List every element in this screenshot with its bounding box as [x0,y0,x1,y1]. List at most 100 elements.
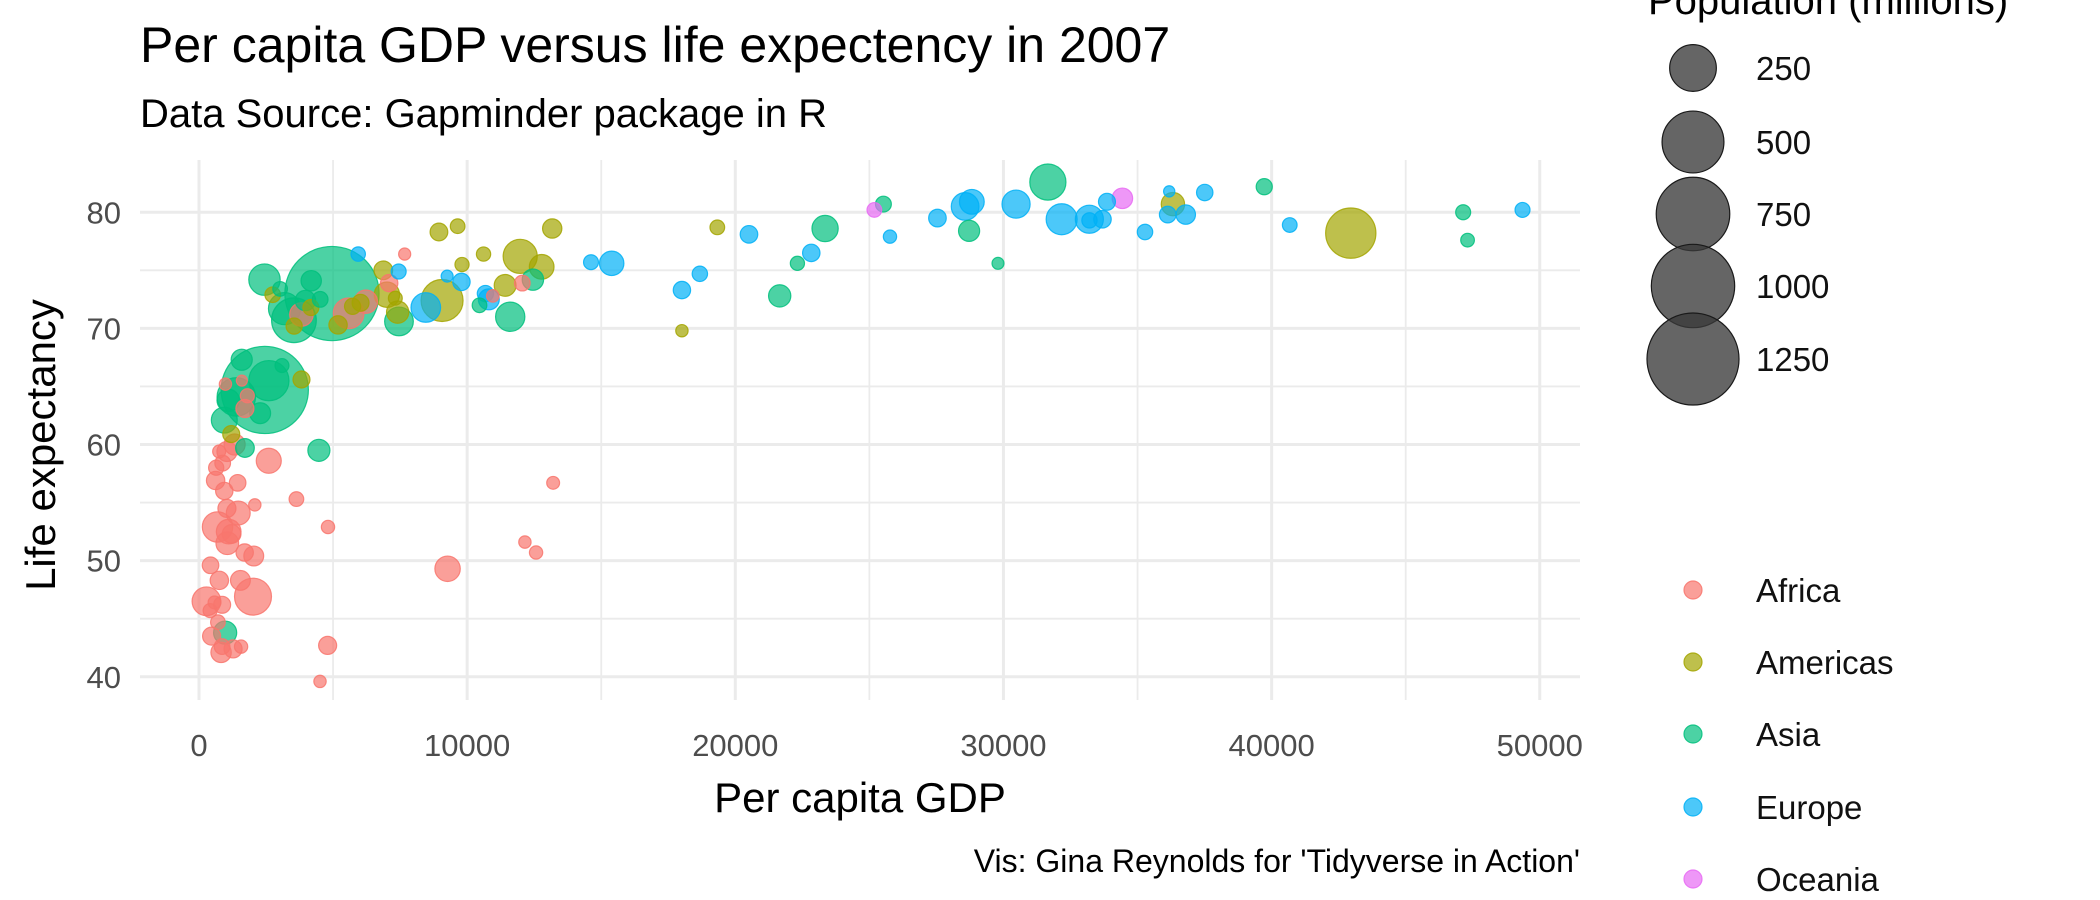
data-point-africa [235,374,248,387]
data-point-africa [313,674,327,689]
data-point-europe [1136,223,1154,241]
data-point-americas [292,370,311,389]
size-legend-label: 1250 [1756,341,1829,378]
data-point-africa [248,498,262,512]
data-point-europe [1162,185,1176,198]
data-point-africa [255,447,282,474]
data-point-africa [434,555,461,583]
data-point-asia [471,297,488,314]
data-point-africa [229,569,251,591]
x-tick-label: 50000 [1497,728,1583,763]
size-legend-label: 500 [1756,124,1811,161]
color-legend-marker-oceania [1683,869,1703,889]
data-point-americas [449,218,466,235]
data-point-africa [217,498,237,519]
data-point-americas [285,317,303,335]
data-point-africa [201,626,222,646]
data-point-europe [452,272,471,292]
x-tick-label: 30000 [960,728,1046,763]
plot-grid [140,160,1580,700]
color-legend-label: Asia [1756,716,1821,753]
data-point-africa [218,377,233,391]
color-legend-label: Africa [1756,572,1841,609]
data-point-europe [672,280,692,300]
data-point-africa [209,570,230,591]
data-point-africa [201,556,220,575]
y-tick-label: 60 [87,428,121,463]
data-point-africa [320,519,336,535]
size-legend-marker [1646,312,1740,406]
data-point-europe [1158,205,1177,224]
data-point-africa [518,535,532,549]
data-point-oceania [866,201,883,218]
data-point-africa [288,491,305,508]
color-legend-marker-africa [1683,580,1703,600]
data-point-americas [709,219,726,236]
data-point-africa [221,523,242,544]
x-tick-label: 0 [190,728,207,763]
size-legend: Population (millions) 250 500 750 1000 1250 [1646,0,2008,406]
data-point-europe [928,208,947,228]
data-point-europe [1195,183,1214,202]
data-point-asia [811,214,839,243]
data-point-europe [958,188,985,215]
data-point-europe [691,265,709,283]
data-point-africa [233,639,249,654]
data-point-europe [1081,212,1098,229]
data-point-europe [1045,203,1078,236]
data-point-americas [328,315,348,335]
chart-subtitle: Data Source: Gapminder package in R [140,92,827,136]
data-point-africa [546,475,561,490]
data-point-europe [1175,204,1197,225]
data-point-europe [1514,201,1531,219]
data-point-africa [235,543,254,562]
data-point-asia [1255,178,1273,196]
data-point-africa [207,459,225,476]
size-legend-label: 1000 [1756,268,1829,305]
axis-ticks: 0 10000 20000 30000 40000 50000 40 50 60 70 80 [87,195,1583,763]
color-legend-label: Americas [1756,644,1894,681]
data-point-americas [541,218,563,239]
x-axis-title: Per capita GDP [714,774,1006,821]
data-point-africa [239,388,255,404]
data-point-europe [350,246,366,262]
data-point-africa [210,614,226,631]
y-axis-title: Life expectancy [17,299,64,591]
data-point-europe [882,229,898,244]
data-point-europe [801,243,821,263]
data-point-americas [387,290,403,306]
size-legend-label: 250 [1756,50,1811,87]
data-point-asia [272,280,289,297]
y-tick-label: 40 [87,660,121,695]
size-legend-marker [1669,44,1717,92]
y-tick-label: 70 [87,311,121,346]
data-point-africa [212,444,227,459]
data-point-asia [1455,204,1472,221]
data-point-africa [485,288,500,303]
data-point-asia [311,290,329,308]
data-point-africa [513,274,531,292]
data-point-americas [475,246,492,262]
color-legend-label: Europe [1756,789,1862,826]
data-point-europe [1281,217,1298,233]
data-point-asia [235,438,255,458]
data-point-africa [318,635,338,656]
data-point-africa [213,638,231,656]
data-point-europe [582,254,600,271]
color-legend-marker-americas [1683,652,1703,672]
data-point-americas [222,424,241,444]
data-point-asia [957,219,981,243]
chart-title: Per capita GDP versus life expectency in… [140,17,1170,73]
data-point-asia [1460,232,1475,248]
color-legend: Africa Americas Asia Europe Oceania [1683,572,1894,898]
data-point-asia [307,438,331,462]
data-point-asia [274,357,290,374]
data-point-asia [991,256,1005,270]
y-tick-label: 80 [87,195,121,230]
data-point-americas [343,297,362,315]
data-point-africa [215,481,234,501]
data-point-asia [230,348,253,371]
size-legend-title: Population (millions) [1648,0,2008,23]
data-point-americas [429,222,449,242]
data-point-africa [379,273,399,293]
